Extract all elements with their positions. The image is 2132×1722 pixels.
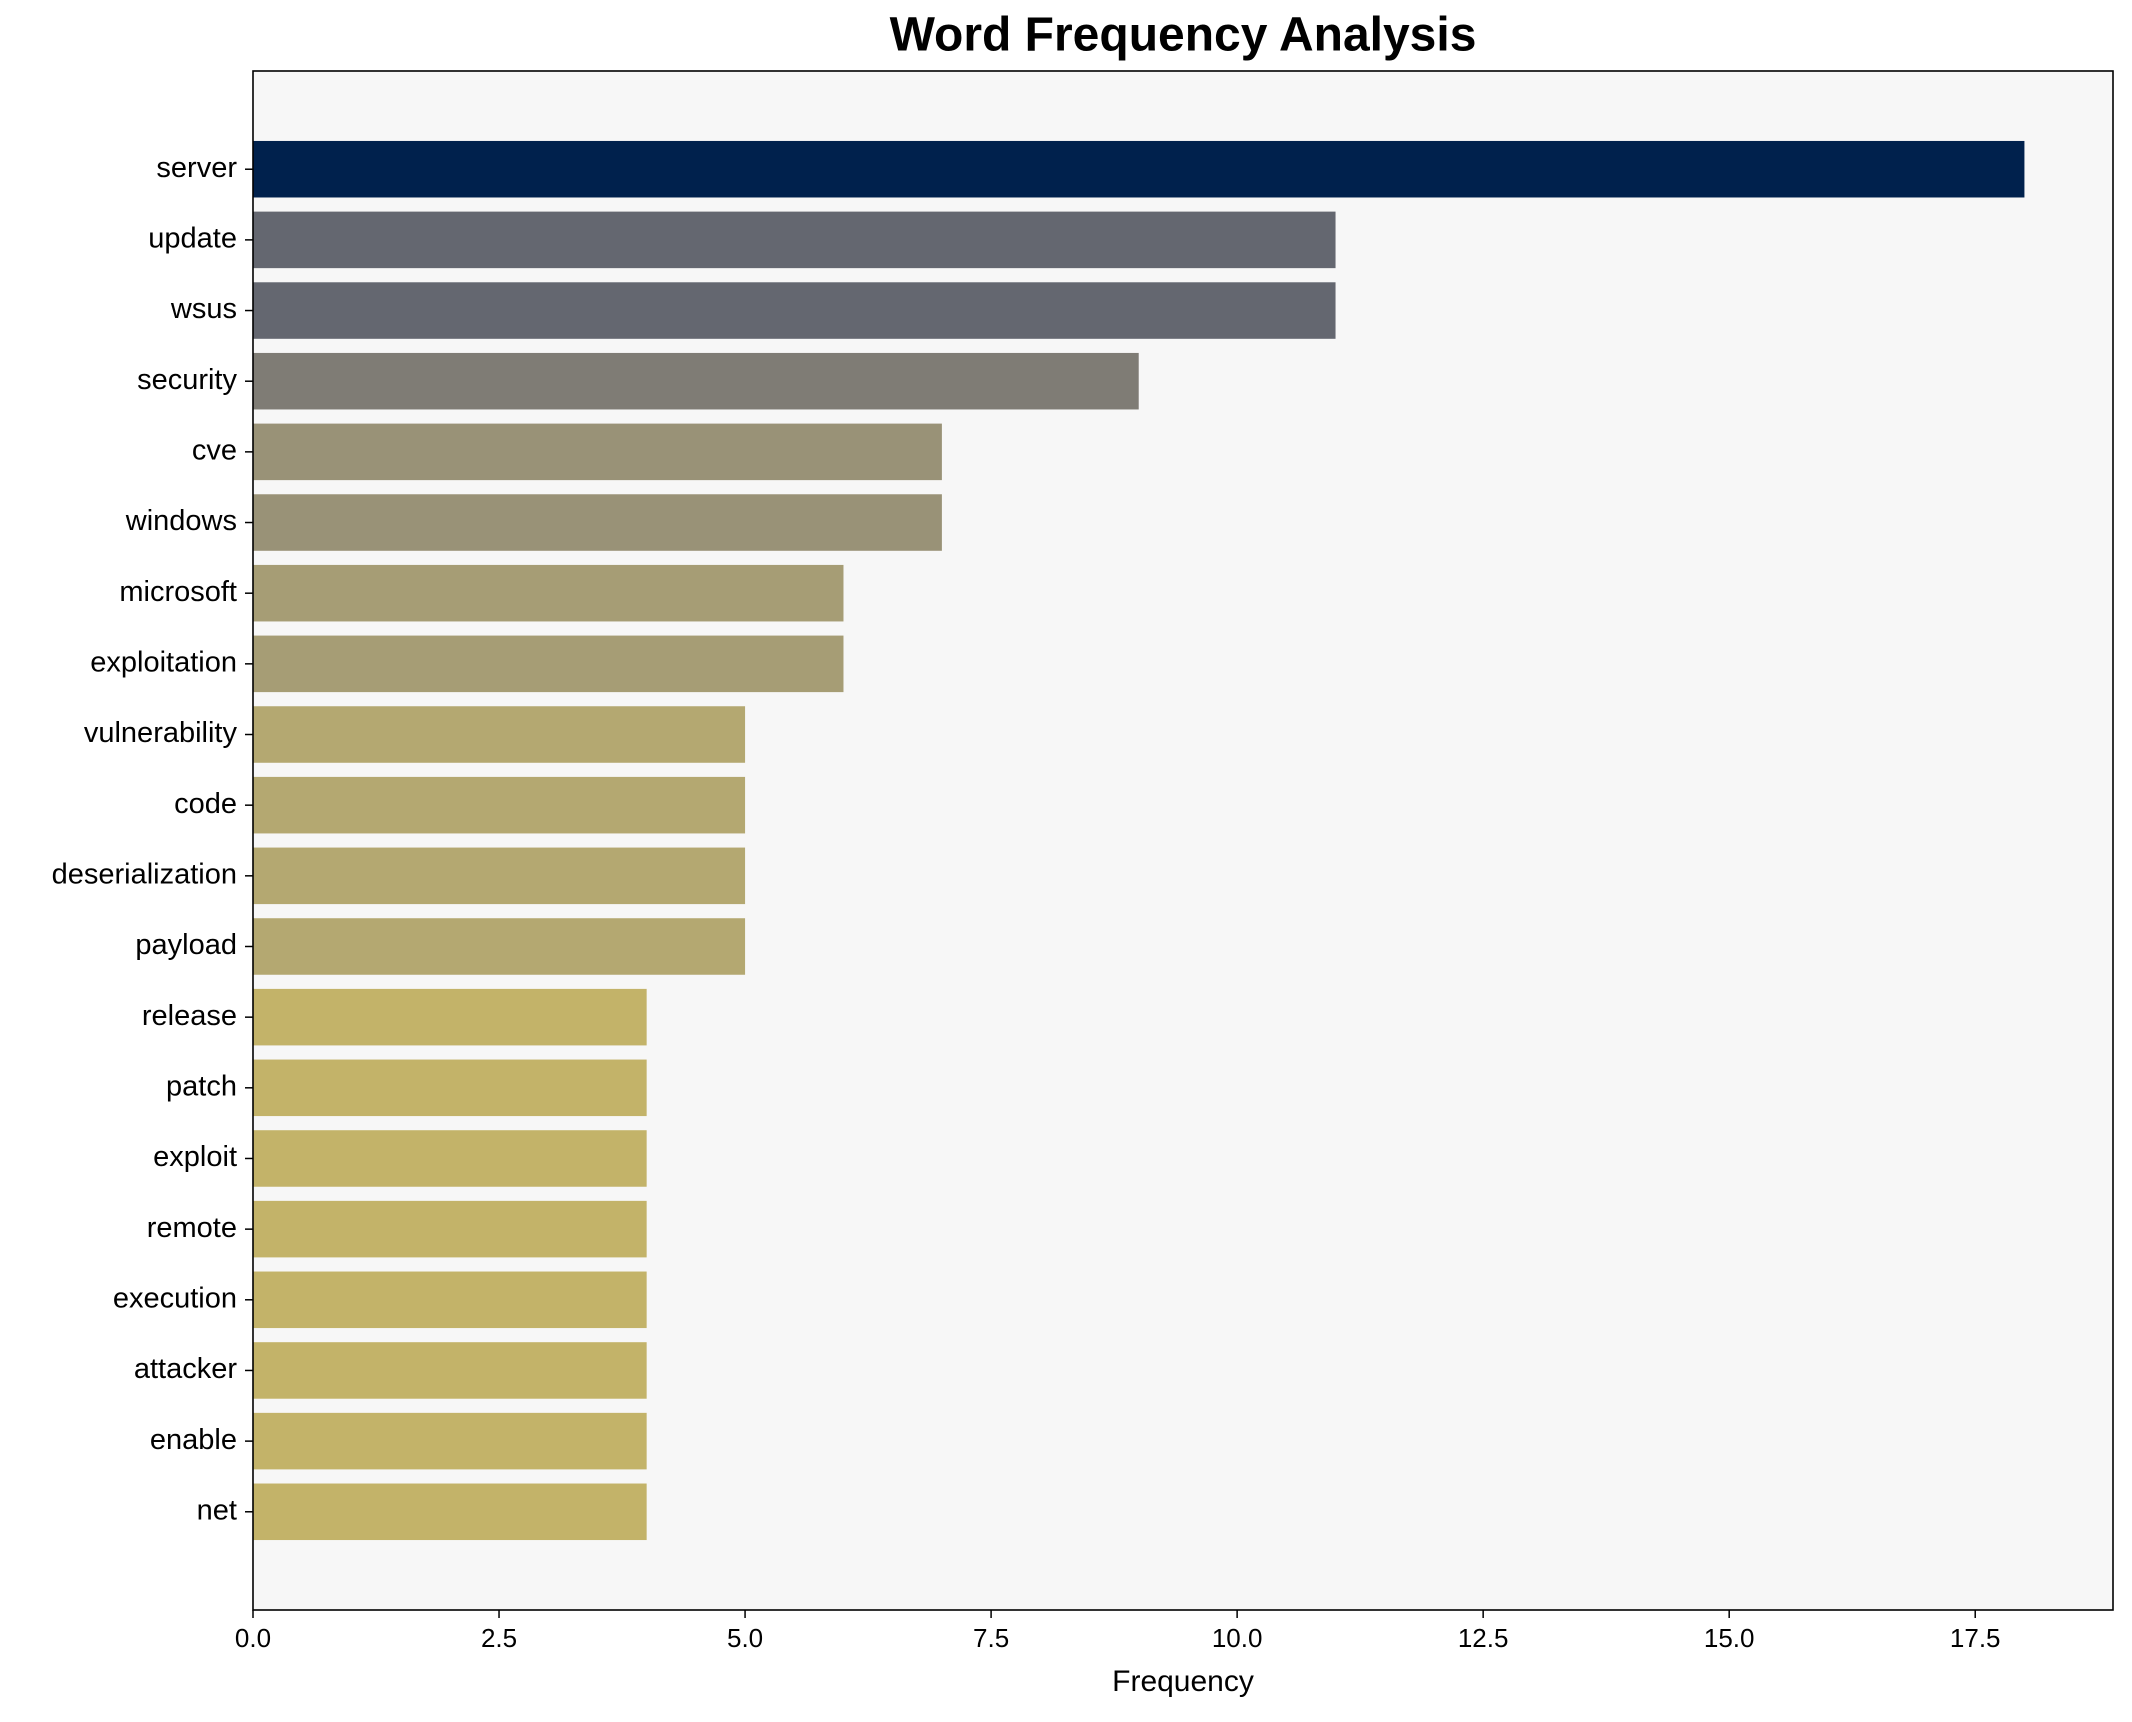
x-tick-label: 5.0 — [727, 1623, 763, 1653]
y-tick-label: server — [156, 152, 237, 184]
bar — [253, 706, 746, 763]
bar — [253, 1200, 647, 1258]
bar — [253, 988, 647, 1046]
y-tick-label: patch — [166, 1070, 237, 1102]
y-tick-label: net — [197, 1494, 237, 1526]
bar — [253, 847, 746, 905]
chart-title: Word Frequency Analysis — [890, 9, 1477, 62]
bar — [253, 564, 844, 622]
bar — [253, 423, 942, 481]
x-tick-label: 2.5 — [481, 1623, 517, 1653]
y-tick-label: release — [142, 1000, 237, 1032]
bar — [253, 1412, 647, 1470]
y-tick-label: vulnerability — [84, 717, 238, 749]
bar — [253, 1059, 647, 1117]
y-tick-label: exploitation — [90, 647, 237, 679]
y-tick-label: enable — [150, 1424, 237, 1456]
bar — [253, 494, 942, 551]
bar — [253, 776, 746, 834]
y-tick-label: code — [174, 788, 237, 820]
bar — [253, 1130, 647, 1187]
bar — [253, 352, 1139, 410]
bar — [253, 1483, 647, 1541]
y-tick-label: windows — [125, 505, 237, 537]
bar — [253, 1271, 647, 1329]
bar — [253, 1342, 647, 1399]
y-tick-label: attacker — [134, 1353, 237, 1385]
y-tick-label: exploit — [153, 1141, 237, 1173]
y-tick-label: update — [148, 223, 237, 255]
x-tick-label: 7.5 — [973, 1623, 1009, 1653]
bar — [253, 211, 1336, 269]
x-tick-label: 12.5 — [1458, 1623, 1509, 1653]
x-tick-label: 10.0 — [1212, 1623, 1263, 1653]
y-tick-label: deserialization — [52, 858, 237, 890]
bar — [253, 282, 1336, 339]
bar — [253, 635, 844, 693]
plot-frame — [252, 70, 2114, 1611]
y-tick-label: microsoft — [119, 576, 237, 608]
y-tick-label: security — [137, 364, 237, 396]
y-tick-label: payload — [135, 929, 237, 961]
y-tick-label: remote — [147, 1212, 237, 1244]
x-tick-label: 0.0 — [235, 1623, 271, 1653]
x-tick-label: 15.0 — [1704, 1623, 1755, 1653]
y-tick-label: wsus — [170, 293, 237, 325]
x-tick-label: 17.5 — [1950, 1623, 2001, 1653]
y-tick-label: execution — [113, 1282, 237, 1314]
bar — [253, 140, 2025, 198]
x-axis-label: Frequency — [1112, 1665, 1254, 1698]
y-tick-label: cve — [192, 435, 237, 467]
bar — [253, 918, 746, 975]
